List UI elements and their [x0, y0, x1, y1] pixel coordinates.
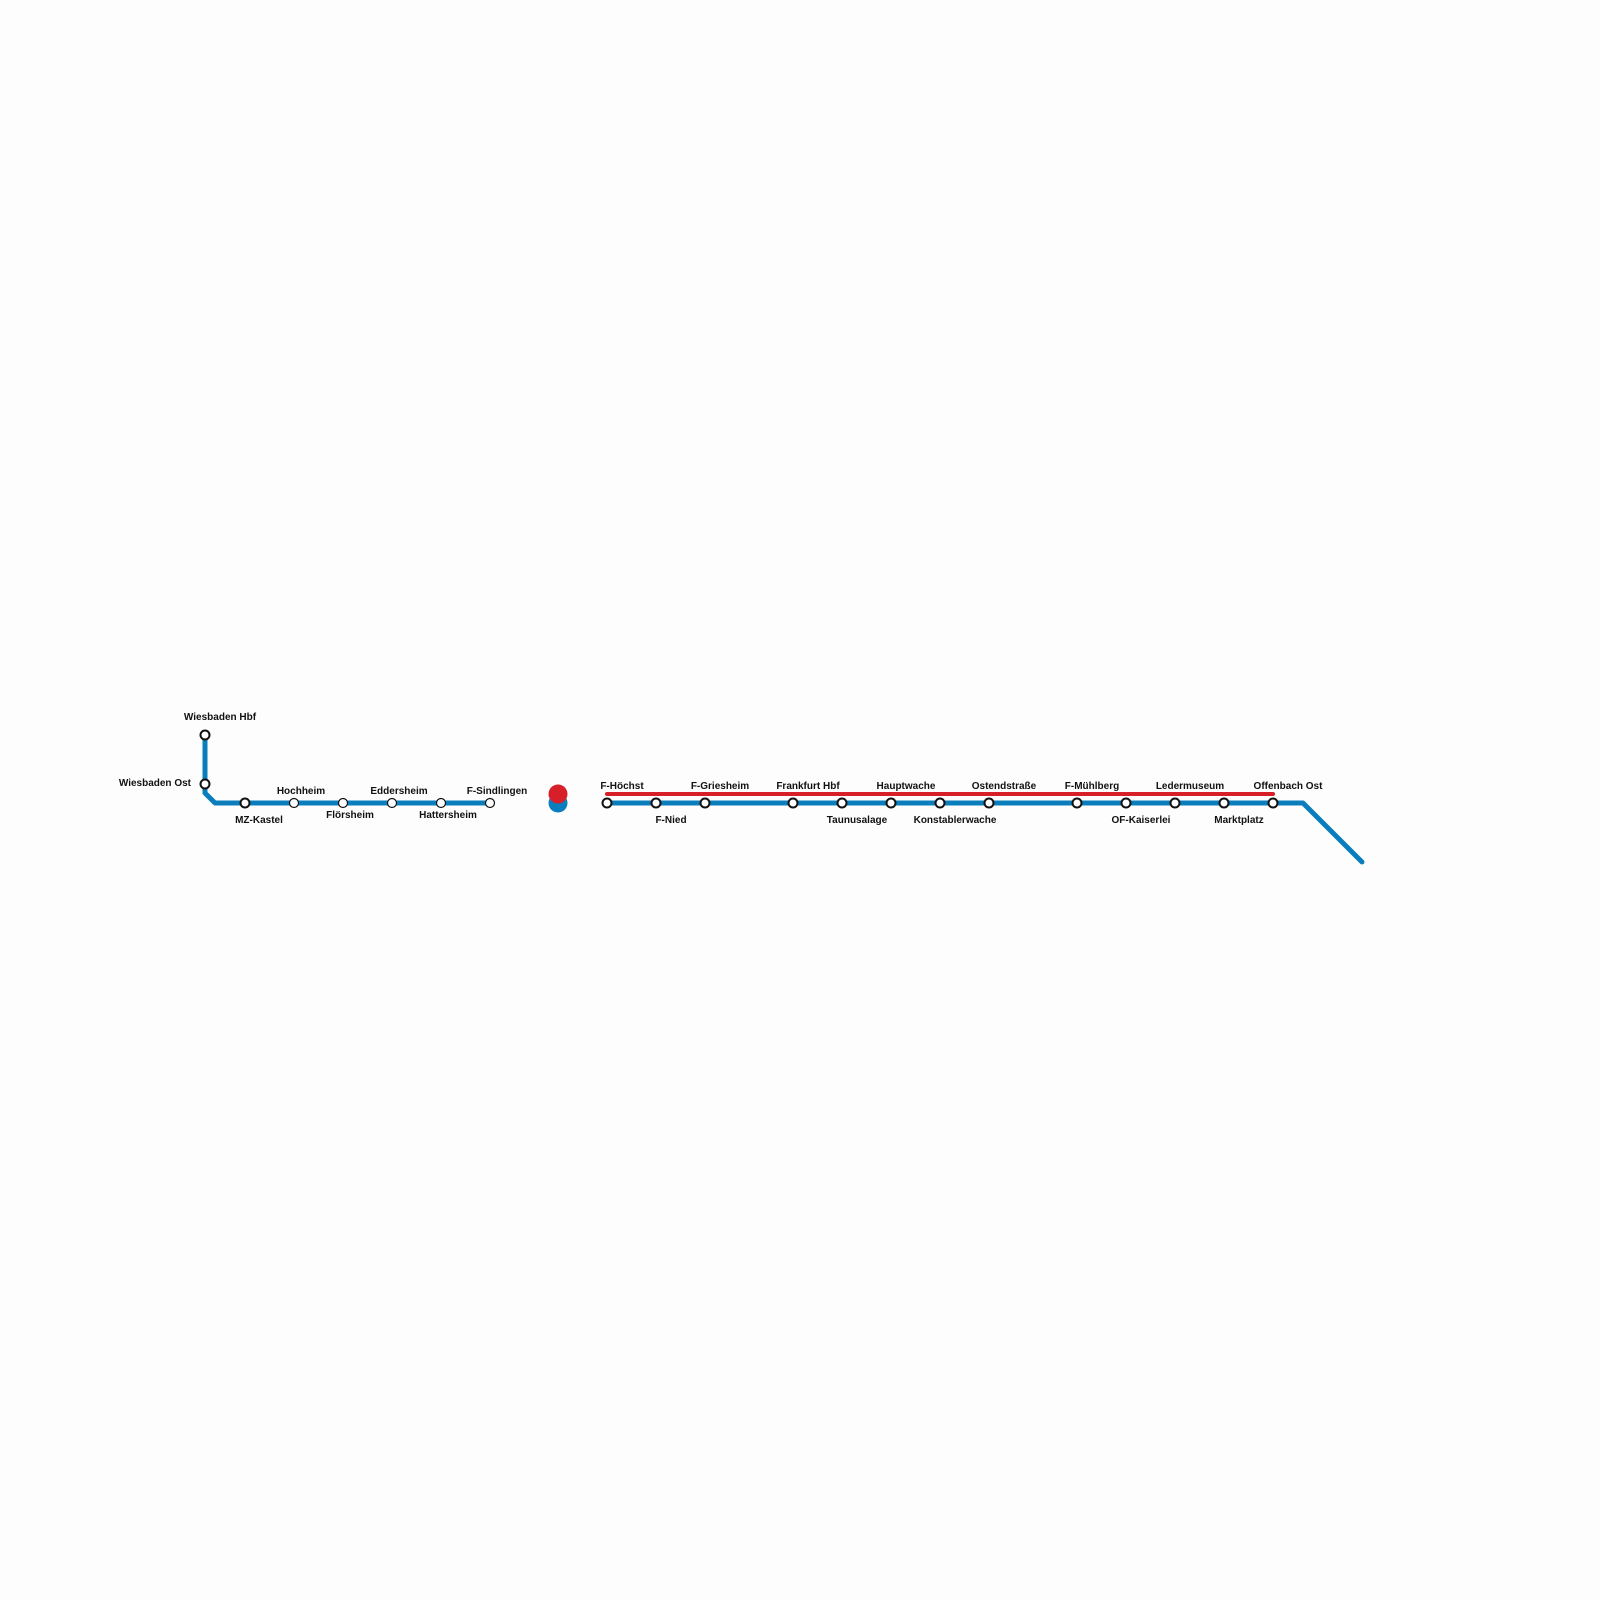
station-label: Hochheim	[277, 786, 325, 797]
station[interactable]: Wiesbaden Ost	[119, 778, 211, 790]
station-label: F-Nied	[655, 815, 686, 826]
station-marker[interactable]	[983, 797, 995, 809]
station[interactable]: Hochheim	[277, 786, 325, 809]
station-marker[interactable]	[199, 778, 211, 790]
station-label: F-Griesheim	[691, 781, 749, 792]
station[interactable]: F-Nied	[650, 797, 687, 827]
station-marker[interactable]	[885, 797, 897, 809]
station-label: Hattersheim	[419, 810, 477, 821]
station-label: Ledermuseum	[1156, 781, 1224, 792]
station[interactable]: Flörsheim	[326, 797, 374, 822]
blue-line-east	[604, 800, 1365, 865]
station-marker[interactable]	[601, 797, 613, 809]
station-marker[interactable]	[484, 797, 496, 809]
station-marker[interactable]	[199, 729, 211, 741]
station-marker[interactable]	[1218, 797, 1230, 809]
station[interactable]: Marktplatz	[1214, 797, 1264, 827]
station-marker[interactable]	[1120, 797, 1132, 809]
station-marker[interactable]	[699, 797, 711, 809]
station-marker[interactable]	[386, 797, 398, 809]
station[interactable]: Hattersheim	[419, 797, 477, 822]
station[interactable]: Wiesbaden Hbf	[184, 712, 257, 741]
station[interactable]: Taunusalage	[827, 797, 888, 827]
station-label: Ostendstraße	[972, 781, 1037, 792]
station-marker[interactable]	[435, 797, 447, 809]
station[interactable]: Hauptwache	[877, 781, 936, 809]
station-label: MZ-Kastel	[235, 815, 283, 826]
station-label: F-Höchst	[600, 781, 644, 792]
station[interactable]: F-Mühlberg	[1065, 781, 1119, 809]
station[interactable]: F-Höchst	[600, 781, 644, 809]
station-marker[interactable]	[1169, 797, 1181, 809]
station[interactable]: Konstablerwache	[914, 797, 997, 827]
station[interactable]: Frankfurt Hbf	[776, 781, 840, 809]
station-label: F-Mühlberg	[1065, 781, 1119, 792]
station[interactable]: OF-Kaiserlei	[1112, 797, 1171, 827]
station-marker[interactable]	[239, 797, 251, 809]
station-marker[interactable]	[836, 797, 848, 809]
red-line-marker	[548, 784, 568, 804]
station-label: Eddersheim	[370, 786, 427, 797]
station[interactable]: F-Sindlingen	[467, 786, 528, 809]
station-label: OF-Kaiserlei	[1112, 815, 1171, 826]
station[interactable]: Ostendstraße	[972, 781, 1037, 809]
station-label: Offenbach Ost	[1254, 781, 1324, 792]
blue-line-west	[202, 735, 490, 806]
station-label: F-Sindlingen	[467, 786, 528, 797]
station[interactable]: F-Griesheim	[691, 781, 749, 809]
station-marker[interactable]	[1071, 797, 1083, 809]
station[interactable]: MZ-Kastel	[235, 797, 283, 827]
station-label: Taunusalage	[827, 815, 888, 826]
station-label: Wiesbaden Ost	[119, 778, 192, 789]
station[interactable]: Offenbach Ost	[1254, 781, 1324, 809]
station-label: Wiesbaden Hbf	[184, 712, 257, 723]
station-label: Hauptwache	[877, 781, 936, 792]
station-marker[interactable]	[787, 797, 799, 809]
station-label: Flörsheim	[326, 810, 374, 821]
station[interactable]: Ledermuseum	[1156, 781, 1224, 809]
station-marker[interactable]	[1267, 797, 1279, 809]
station-label: Marktplatz	[1214, 815, 1263, 826]
station-marker[interactable]	[337, 797, 349, 809]
station-label: Frankfurt Hbf	[776, 781, 840, 792]
station-marker[interactable]	[934, 797, 946, 809]
station-label: Konstablerwache	[914, 815, 997, 826]
station-marker[interactable]	[650, 797, 662, 809]
station[interactable]: Eddersheim	[370, 786, 428, 809]
station-marker[interactable]	[288, 797, 300, 809]
